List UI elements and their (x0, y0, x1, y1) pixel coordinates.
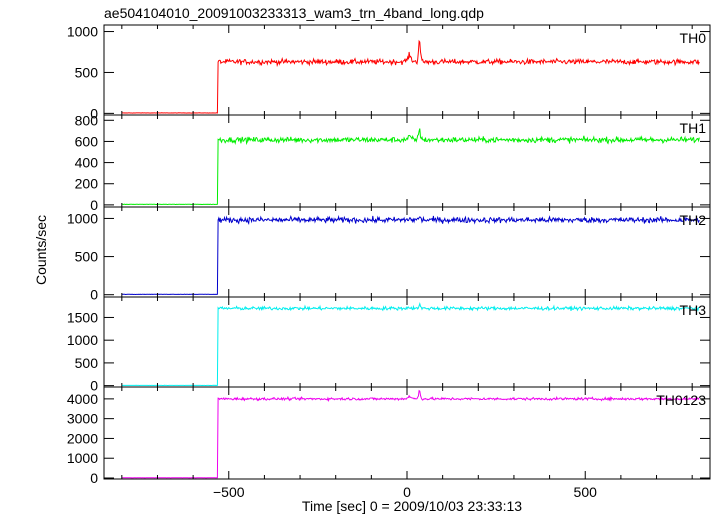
y-tick-label: 200 (75, 176, 99, 192)
panel-label: TH2 (680, 212, 707, 228)
y-tick-label: 0 (90, 105, 98, 121)
y-axis-label: Counts/sec (33, 215, 49, 285)
panel-label: TH3 (680, 302, 707, 318)
y-tick-label: 1000 (67, 332, 98, 348)
y-tick-label: 500 (75, 64, 99, 80)
panel-th0123: 0 1000 2000 3000 4000 TH0123 (67, 386, 711, 486)
y-tick-label: 0 (90, 378, 98, 394)
x-axis-label: Time [sec] 0 = 2009/10/03 23:33:13 (302, 498, 522, 514)
panel-label: TH0123 (656, 392, 706, 408)
y-tick-label: 1000 (67, 24, 98, 40)
chart-title: ae504104010_20091003233313_wam3_trn_4ban… (104, 5, 484, 21)
y-tick-label: 3000 (67, 411, 98, 427)
y-tick-label: 2000 (67, 430, 98, 446)
y-tick-label: 4000 (67, 391, 98, 407)
y-tick-label: 1500 (67, 309, 98, 325)
series-line-th0123 (121, 389, 700, 479)
x-tick-label: 0 (403, 484, 411, 500)
panel-label: TH0 (680, 30, 707, 46)
series-line-th1 (121, 128, 700, 206)
panel-th0: 0 500 1000 TH0 (67, 24, 711, 121)
y-tick-label: 400 (75, 155, 99, 171)
y-tick-label: 0 (90, 197, 98, 213)
y-tick-label: 1000 (67, 210, 98, 226)
panel-frame (103, 114, 711, 208)
y-tick-label: 500 (75, 355, 99, 371)
series-line-th0 (121, 39, 700, 114)
panel-frame (103, 296, 711, 388)
y-tick-label: 1000 (67, 450, 98, 466)
y-tick-label: 500 (75, 249, 99, 265)
panel-th3: 0 500 1000 1500 TH3 (67, 296, 711, 394)
y-tick-label: 600 (75, 133, 99, 149)
panel-frame (103, 386, 711, 480)
y-tick-label: 0 (90, 470, 98, 486)
y-tick-label: 800 (75, 112, 99, 128)
panel-frame (103, 24, 711, 116)
panels-group: 0 500 1000 TH0 0 200 400 600 800 TH1 0 500 1000 TH2 0 5… (67, 24, 711, 500)
panel-th1: 0 200 400 600 800 TH1 (75, 112, 711, 213)
series-line-th2 (121, 214, 700, 296)
series-line-th3 (121, 301, 700, 387)
panel-label: TH1 (680, 120, 707, 136)
x-tick-label: 500 (574, 484, 598, 500)
y-tick-label: 0 (90, 287, 98, 303)
panel-th2: 0 500 1000 TH2 (67, 206, 711, 303)
x-tick-label: −500 (213, 484, 245, 500)
